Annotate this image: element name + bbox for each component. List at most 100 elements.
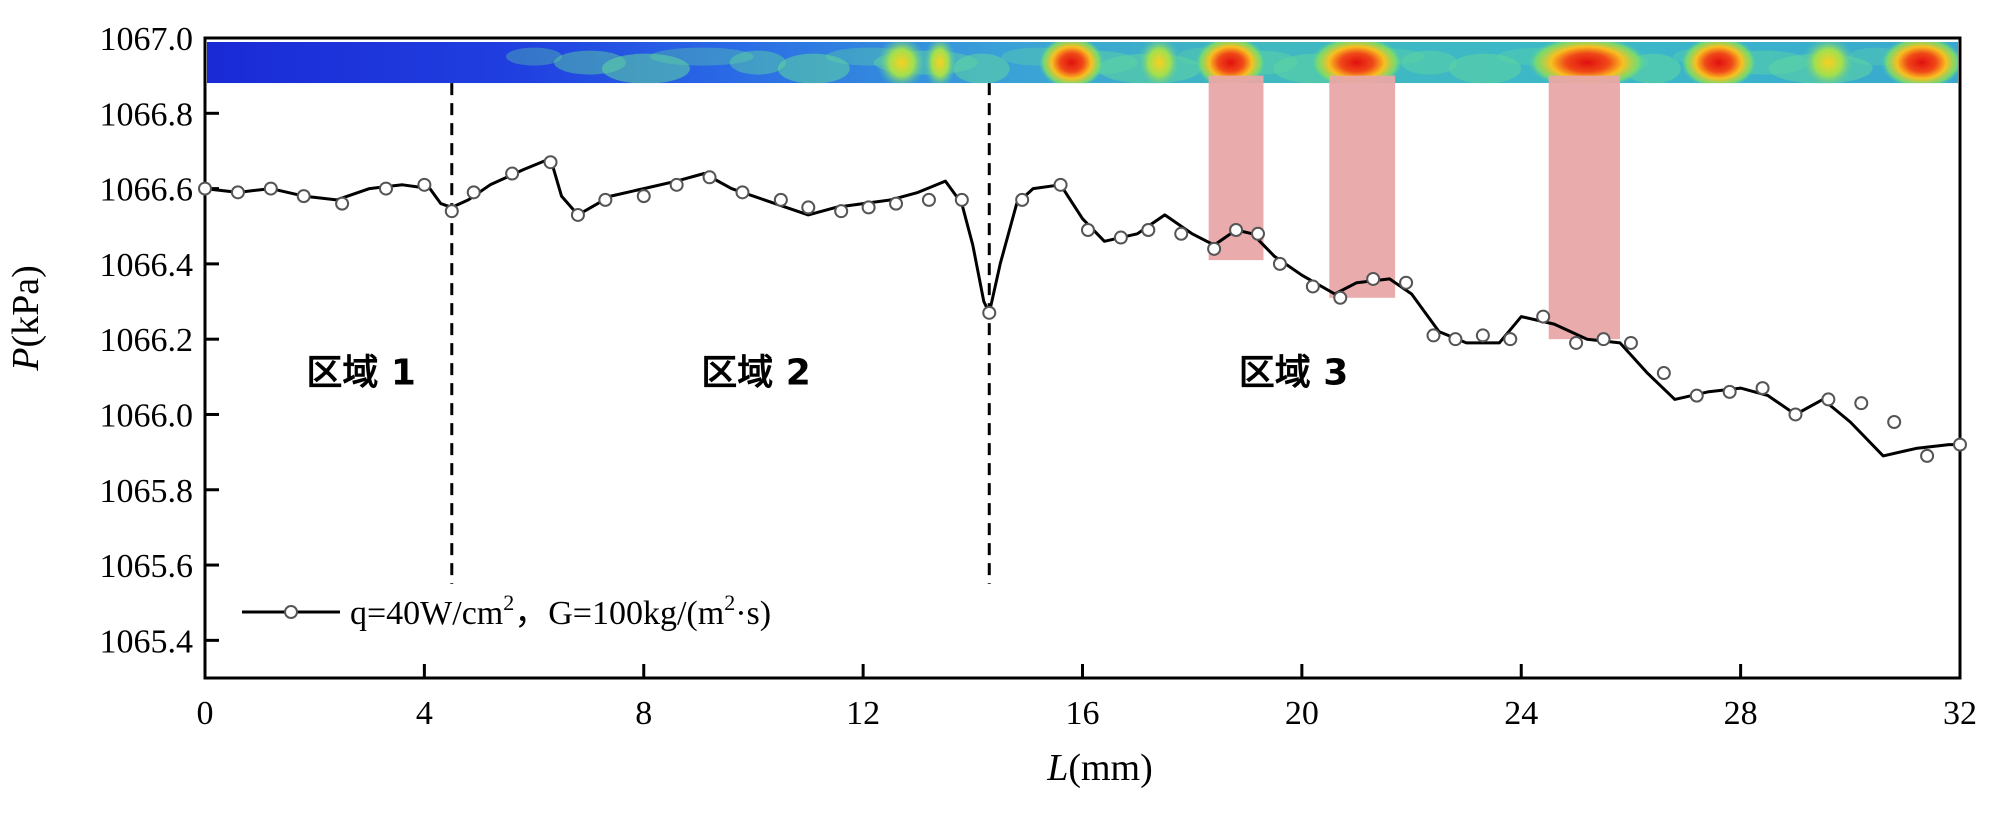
series-marker [505, 166, 520, 181]
series-marker [466, 185, 481, 200]
series-marker [570, 207, 585, 222]
y-tick-label: 1066.6 [100, 172, 194, 209]
strip-hot-spot [1526, 42, 1648, 84]
y-axis-title: P(kPa) [5, 265, 47, 372]
series-marker [1229, 223, 1244, 237]
series-marker [1503, 332, 1518, 347]
series-marker [263, 181, 278, 196]
series-marker [1623, 335, 1638, 350]
series-marker [296, 189, 311, 204]
series-marker [1174, 226, 1189, 241]
x-tick-label: 0 [197, 695, 214, 732]
series-marker [1821, 392, 1836, 407]
region-label: 区域 2 [701, 352, 811, 393]
series-marker [1426, 328, 1441, 343]
series-marker [1015, 192, 1030, 207]
series-marker [1251, 226, 1265, 241]
y-tick-label: 1066.0 [100, 397, 194, 434]
strip-hot-spot [1310, 42, 1404, 84]
series-marker [954, 192, 969, 207]
series-marker [1788, 407, 1803, 422]
series-marker [921, 192, 936, 207]
strip-streak [601, 53, 690, 84]
series-layer [198, 155, 1967, 463]
series-marker [1656, 366, 1671, 381]
strip-streak [1449, 53, 1522, 84]
x-tick-label: 20 [1285, 695, 1319, 732]
y-tick-label: 1066.2 [100, 322, 194, 359]
strip-streak [953, 53, 1010, 84]
y-tick-label: 1066.8 [100, 96, 194, 133]
series-marker [1569, 335, 1584, 350]
legend: q=40W/cm2，G=100kg/(m2·s) [242, 590, 771, 632]
series-marker [1272, 256, 1287, 271]
series-marker [1689, 388, 1704, 403]
x-axis-title: L(mm) [1046, 747, 1153, 789]
series-marker [1207, 241, 1222, 256]
y-tick-label: 1065.6 [100, 548, 194, 585]
strip-clip-group [207, 42, 1958, 84]
series-marker [982, 305, 997, 320]
void-fraction-strip [207, 42, 1958, 84]
series-marker [417, 177, 432, 192]
strip-hot-spot [1137, 42, 1182, 84]
strip-streak [1401, 50, 1458, 75]
series-marker [889, 196, 904, 211]
series-marker [1854, 396, 1869, 411]
series-marker [1366, 271, 1381, 286]
series-marker [1399, 275, 1414, 290]
strip-hot-spot [1038, 42, 1105, 84]
series-marker [834, 204, 849, 219]
x-tick-label: 28 [1724, 695, 1758, 732]
axes: 0 4 8 12 16 20 24 28 32 1065.4 1065.6 1065.8 1066.0 1… [100, 21, 1978, 732]
series-marker [1475, 328, 1490, 343]
series-marker [669, 177, 684, 192]
strip-hot-spot [923, 42, 957, 84]
strip-streak [506, 47, 563, 66]
strip-hot-spot [876, 42, 927, 84]
strip-streak [777, 53, 850, 84]
series-marker [444, 204, 459, 219]
series-marker [543, 155, 558, 170]
strip-streak [649, 47, 754, 66]
series-marker [1722, 384, 1737, 399]
region-label: 区域 3 [1239, 352, 1349, 393]
series-marker [335, 196, 350, 211]
strip-streak [729, 50, 786, 75]
y-tick-label: 1067.0 [100, 21, 194, 58]
region-labels: 区域 1 区域 2 区域 3 [306, 352, 1348, 393]
series-marker [1953, 437, 1967, 452]
x-tick-label: 8 [635, 695, 652, 732]
strip-hot-spot [1680, 42, 1758, 84]
series-marker [198, 181, 212, 196]
series-marker [1536, 309, 1551, 324]
plot-frame [203, 36, 1962, 680]
y-tick-label: 1065.8 [100, 473, 194, 510]
highlight-band [1329, 75, 1396, 298]
region-label: 区域 1 [306, 352, 416, 393]
strip-hot-spot [1880, 42, 1958, 84]
series-marker [1755, 381, 1770, 396]
series-marker [801, 200, 816, 215]
strip-hot-spot [1194, 42, 1267, 84]
series-marker [861, 200, 876, 215]
x-tick-label: 24 [1504, 695, 1538, 732]
strip-hot-spot [1800, 42, 1856, 84]
series-marker [1113, 230, 1128, 245]
series-marker [1080, 223, 1095, 237]
x-tick-label: 32 [1943, 695, 1977, 732]
x-tick-label: 12 [846, 695, 880, 732]
y-tick-label: 1065.4 [100, 623, 194, 660]
series-marker [773, 192, 788, 207]
series-marker [1448, 332, 1463, 347]
series-marker [1053, 177, 1068, 192]
x-tick-label: 16 [1066, 695, 1100, 732]
series-marker [1305, 279, 1320, 294]
series-marker [230, 185, 245, 200]
series-marker [598, 192, 613, 207]
series-marker [1333, 290, 1348, 305]
region-dividers [450, 83, 991, 584]
series-marker [735, 185, 750, 200]
x-tick-label: 4 [416, 695, 433, 732]
